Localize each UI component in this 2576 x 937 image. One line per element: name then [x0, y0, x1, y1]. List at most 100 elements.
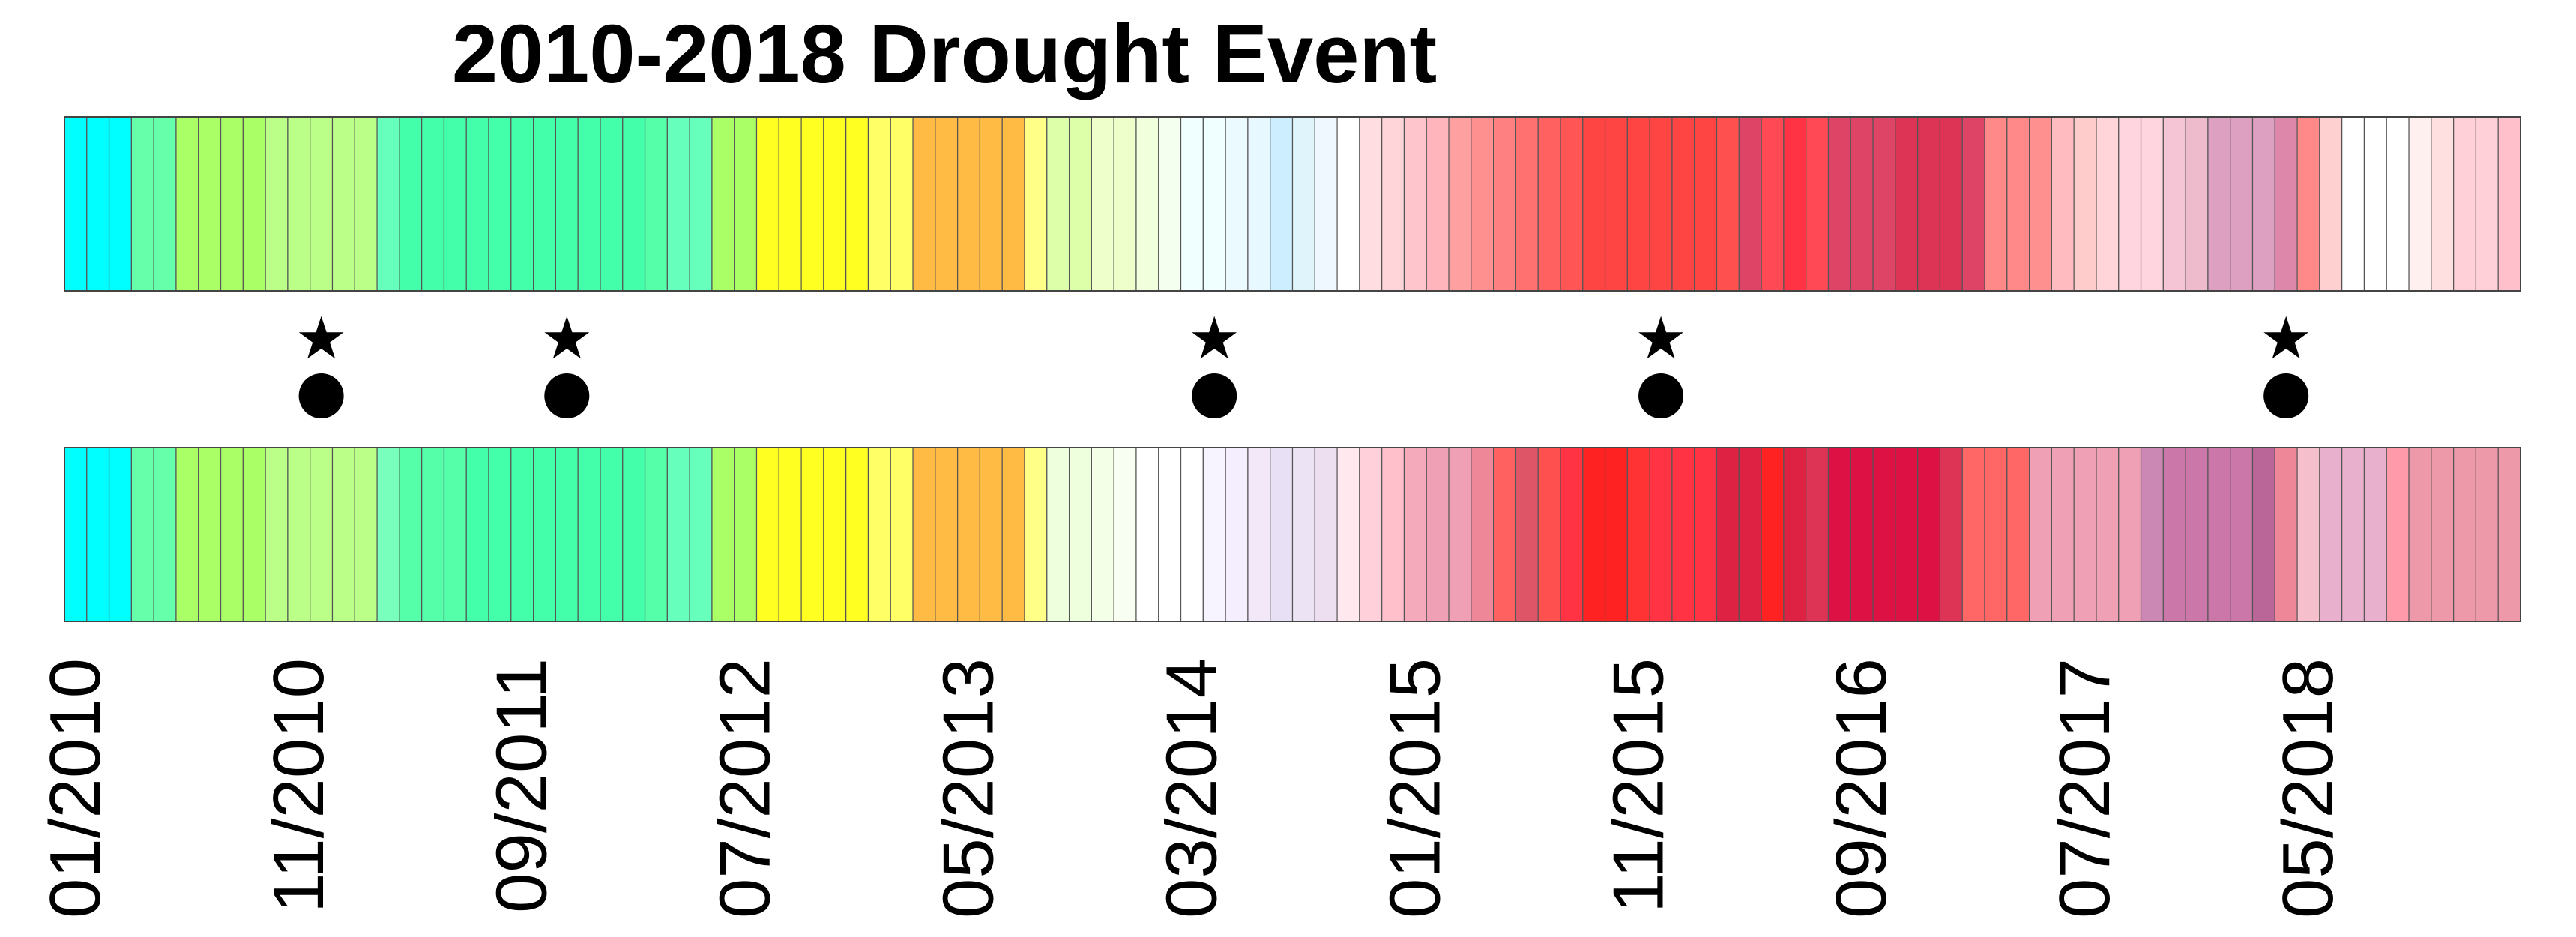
top-cell — [1827, 116, 1851, 292]
top-cell — [1225, 116, 1249, 292]
bottom-cell — [1806, 447, 1830, 622]
top-cell — [2251, 116, 2275, 292]
circle-marker-icon — [544, 373, 590, 418]
top-cell — [1694, 116, 1718, 292]
bottom-cell — [689, 447, 713, 622]
bottom-cell — [1649, 447, 1673, 622]
bottom-cell — [1381, 447, 1405, 622]
star-marker-icon: ★ — [2260, 305, 2312, 373]
top-cell — [734, 116, 758, 292]
bottom-cell — [2207, 447, 2231, 622]
bottom-cell — [1314, 447, 1338, 622]
bottom-cell — [86, 447, 110, 622]
top-cell — [2051, 116, 2075, 292]
bottom-cell — [1961, 447, 1985, 622]
top-cell — [577, 116, 601, 292]
circle-marker-icon — [298, 373, 344, 418]
bottom-cell — [1560, 447, 1584, 622]
bottom-cell — [1626, 447, 1650, 622]
top-cell — [2319, 116, 2343, 292]
top-cell — [2230, 116, 2254, 292]
x-tick-label: 05/2013 — [929, 658, 1009, 918]
bottom-cell — [1158, 447, 1182, 622]
x-tick-label: 09/2011 — [482, 658, 562, 913]
bottom-cell — [979, 447, 1003, 622]
top-cell — [2408, 116, 2432, 292]
top-cell — [488, 116, 512, 292]
top-cell — [957, 116, 981, 292]
top-cell — [2341, 116, 2365, 292]
top-cell — [2185, 116, 2209, 292]
bottom-cell — [1939, 447, 1963, 622]
top-cell — [465, 116, 489, 292]
top-cell — [1113, 116, 1137, 292]
top-cell — [644, 116, 668, 292]
top-cell — [845, 116, 869, 292]
bottom-cell — [64, 447, 88, 622]
top-cell — [2096, 116, 2120, 292]
top-cell — [376, 116, 400, 292]
bottom-cell — [1359, 447, 1383, 622]
bottom-color-strip — [64, 447, 2521, 622]
top-cell — [1426, 116, 1450, 292]
bottom-cell — [2475, 447, 2499, 622]
bottom-cell — [823, 447, 847, 622]
top-cell — [1649, 116, 1673, 292]
top-cell — [2475, 116, 2499, 292]
circle-marker-icon — [2263, 373, 2309, 418]
bottom-cell — [555, 447, 579, 622]
top-cell — [310, 116, 334, 292]
bottom-cell — [108, 447, 132, 622]
top-cell — [130, 116, 154, 292]
bottom-cell — [1180, 447, 1204, 622]
top-cell — [2118, 116, 2142, 292]
top-cell — [689, 116, 713, 292]
bottom-cell — [310, 447, 334, 622]
bottom-cell — [2296, 447, 2320, 622]
bottom-cell — [421, 447, 445, 622]
top-cell — [1068, 116, 1092, 292]
x-tick-label: 11/2015 — [1598, 658, 1678, 913]
top-cell — [912, 116, 936, 292]
bottom-cell — [1403, 447, 1427, 622]
bottom-cell — [1872, 447, 1896, 622]
x-tick-label: 09/2016 — [1821, 658, 1901, 918]
bottom-cell — [2408, 447, 2432, 622]
bottom-cell — [1024, 447, 1048, 622]
top-cell — [711, 116, 735, 292]
top-cell — [108, 116, 132, 292]
top-cell — [153, 116, 177, 292]
bottom-cell — [912, 447, 936, 622]
top-cell — [1158, 116, 1182, 292]
top-cell — [331, 116, 355, 292]
star-marker-icon: ★ — [1188, 305, 1240, 373]
bottom-cell — [890, 447, 914, 622]
top-cell — [1783, 116, 1807, 292]
bottom-cell — [2006, 447, 2030, 622]
bottom-cell — [2274, 447, 2298, 622]
bottom-cell — [175, 447, 199, 622]
top-cell — [1716, 116, 1740, 292]
bottom-cell — [1582, 447, 1606, 622]
top-cell — [1403, 116, 1427, 292]
top-cell — [2207, 116, 2231, 292]
bottom-cell — [2162, 447, 2186, 622]
bottom-cell — [1291, 447, 1315, 622]
bottom-cell — [867, 447, 891, 622]
top-cell — [2497, 116, 2521, 292]
top-cell — [443, 116, 467, 292]
bottom-cell — [265, 447, 289, 622]
top-cell — [2274, 116, 2298, 292]
top-cell — [1984, 116, 2008, 292]
top-cell — [1806, 116, 1830, 292]
top-cell — [1939, 116, 1963, 292]
bottom-cell — [1471, 447, 1494, 622]
top-cell — [622, 116, 646, 292]
top-cell — [1202, 116, 1226, 292]
bottom-cell — [510, 447, 534, 622]
top-cell — [220, 116, 244, 292]
top-cell — [242, 116, 266, 292]
circle-marker-icon — [1638, 373, 1684, 418]
bottom-cell — [1984, 447, 2008, 622]
